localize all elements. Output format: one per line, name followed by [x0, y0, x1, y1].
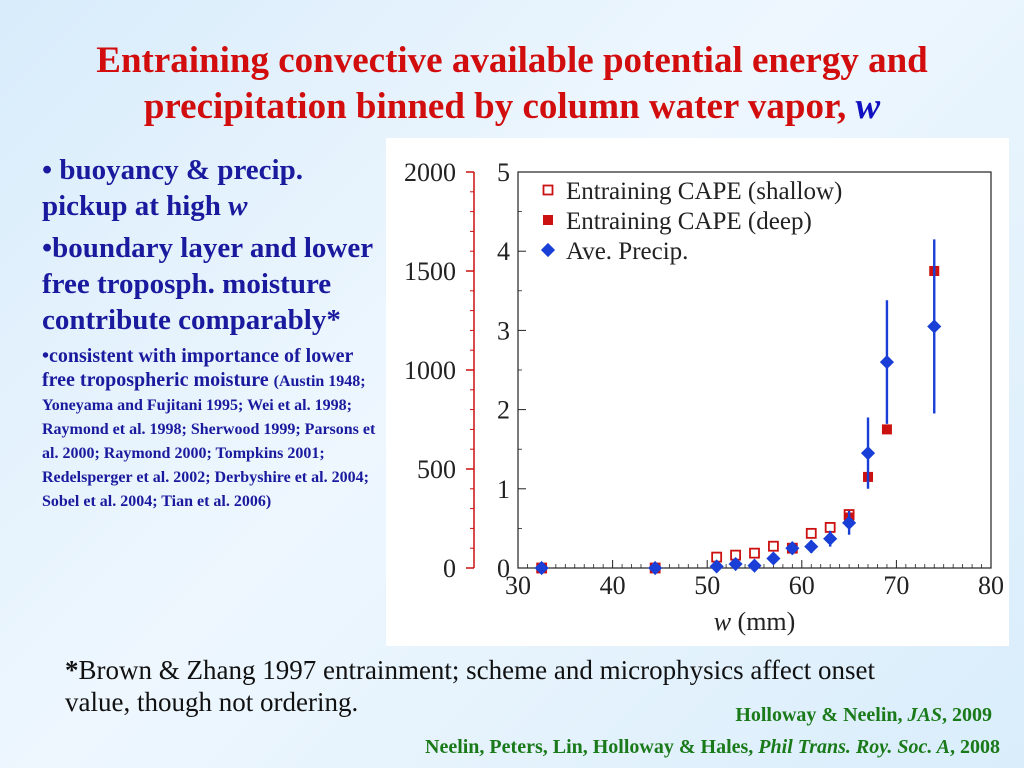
legend-label: Entraining CAPE (deep) [566, 208, 812, 235]
y-precip-tick-label: 0 [497, 554, 510, 583]
precip-point [728, 556, 743, 572]
bullet-2: •boundary layer and lower free troposph.… [42, 232, 373, 336]
footnote: *Brown & Zhang 1997 entrainment; scheme … [65, 654, 945, 718]
title-line-2: precipitation binned by column water vap… [0, 84, 1024, 130]
precip-point [842, 515, 857, 530]
precip-point [709, 559, 724, 574]
bullet-3: •consistent with importance of lower fre… [42, 345, 376, 510]
y-cape-tick-label: 500 [417, 455, 456, 484]
x-axis-label: w (mm) [714, 607, 796, 636]
cape-shallow-point [749, 547, 760, 559]
slide-title: Entraining convective available potentia… [0, 38, 1024, 130]
legend-marker [542, 184, 554, 196]
y-cape-tick-label: 1500 [404, 257, 456, 286]
x-tick-label: 30 [505, 571, 531, 600]
precip-point [766, 551, 781, 566]
citation-2-authors: Neelin, Peters, Lin, Holloway & Hales, [425, 736, 759, 758]
footnote-text: Brown & Zhang 1997 entrainment; scheme a… [65, 655, 876, 717]
title-line-2-text: precipitation binned by column water vap… [143, 86, 856, 127]
bullet-3-text: consistent with importance of lower free… [42, 345, 354, 391]
title-line-1: Entraining convective available potentia… [96, 40, 928, 81]
precip-point [823, 531, 838, 546]
cape-precip-chart: 30 40 50 60 70 80w (mm)0123450500100015002000… [404, 158, 1004, 636]
precip-point [879, 355, 895, 370]
bullet-1-text: buoyancy & precip. pickup at high [42, 154, 303, 222]
precip-point [648, 560, 663, 576]
citation-1-journal: JAS [907, 704, 942, 726]
legend-label: Entraining CAPE (shallow) [566, 178, 842, 205]
y-precip-tick-label: 2 [497, 396, 510, 425]
footnote-star: * [65, 655, 79, 685]
citation-2: Neelin, Peters, Lin, Holloway & Hales, P… [425, 736, 1000, 759]
chart-panel: 30 40 50 60 70 80 w (mm) 0 1 2 3 4 5 0 500 1000 1500 2000… [386, 138, 1009, 646]
y-cape-tick-label: 0 [443, 554, 456, 583]
precip-point [927, 319, 942, 334]
cape-shallow-point [824, 522, 836, 533]
legend-marker [543, 215, 553, 225]
y-precip-tick-label: 3 [497, 316, 510, 345]
cape-shallow-point [768, 540, 779, 552]
citation-1: Holloway & Neelin, JAS, 2009 [735, 704, 992, 727]
precip-point [804, 539, 819, 554]
precip-point [860, 446, 876, 461]
x-tick-label: 80 [978, 571, 1004, 600]
x-tick-label: 70 [883, 571, 909, 600]
bullet-3-references: (Austin 1948; Yoneyama and Fujitani 1995… [42, 373, 376, 510]
x-tick-label: 40 [600, 571, 626, 600]
x-tick-label: 50 [694, 571, 720, 600]
citation-1-authors: Holloway & Neelin, [735, 704, 908, 726]
y-cape-tick-label: 2000 [404, 158, 456, 187]
y-cape-tick-label: 1000 [404, 356, 456, 385]
citation-2-journal: Phil Trans. Roy. Soc. A [758, 736, 950, 758]
citation-1-year: , 2009 [942, 704, 992, 726]
bullet-1: • buoyancy & precip. pickup at high w [42, 154, 303, 222]
precip-point [534, 560, 549, 576]
precip-point [747, 558, 762, 573]
bullet-2-text: boundary layer and lower free troposph. … [42, 232, 373, 336]
x-tick-label: 60 [789, 571, 815, 600]
cape-shallow-point [805, 527, 817, 539]
legend-label: Ave. Precip. [566, 238, 688, 265]
precip-point [785, 541, 800, 556]
y-precip-tick-label: 1 [497, 475, 510, 504]
title-variable: w [855, 86, 881, 127]
bullet-list: • buoyancy & precip. pickup at high w •b… [42, 152, 387, 512]
bullet-1-variable: w [228, 190, 248, 222]
y-precip-tick-label: 4 [497, 237, 510, 266]
y-precip-tick-label: 5 [497, 158, 510, 187]
cape-deep-point [881, 424, 892, 435]
citation-2-year: , 2008 [950, 736, 1000, 758]
legend-marker [540, 242, 556, 258]
